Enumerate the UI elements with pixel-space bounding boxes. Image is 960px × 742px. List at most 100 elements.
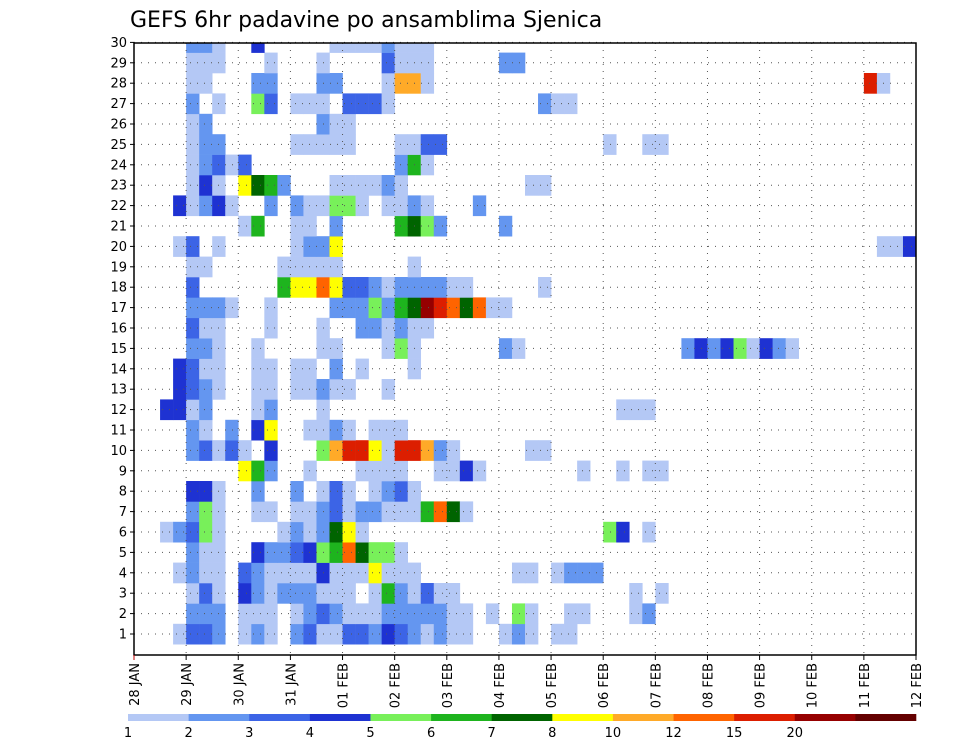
heatmap-cell	[277, 256, 291, 278]
heatmap-cell	[251, 379, 265, 400]
heatmap-cell	[525, 603, 539, 625]
heatmap-cell	[355, 93, 369, 115]
y-tick-label: 3	[119, 587, 127, 602]
heatmap-cell	[251, 481, 265, 502]
heatmap-cell	[394, 562, 408, 584]
heatmap-cell	[329, 297, 343, 319]
heatmap-cell	[446, 297, 461, 319]
heatmap-cell	[355, 175, 369, 196]
heatmap-cell	[407, 43, 422, 53]
heatmap-cell	[82, 542, 95, 563]
heatmap-cell	[212, 43, 226, 53]
heatmap-cell	[394, 297, 408, 319]
x-tick-label: 03 FEB	[441, 663, 456, 708]
heatmap-cell	[173, 521, 187, 543]
heatmap-cell	[603, 134, 617, 155]
heatmap-cell	[459, 501, 474, 523]
y-tick-label: 12	[110, 403, 127, 418]
heatmap-cell	[420, 623, 435, 645]
heatmap-cell	[225, 297, 239, 319]
heatmap-cell	[238, 460, 252, 482]
heatmap-cell	[355, 542, 369, 563]
heatmap-cell	[342, 195, 356, 217]
heatmap-cell	[459, 603, 474, 625]
heatmap-cell	[381, 440, 395, 461]
heatmap-cell	[277, 542, 291, 563]
heatmap-cell	[511, 338, 526, 359]
heatmap-cell	[251, 583, 265, 604]
heatmap-cell	[199, 43, 213, 53]
heatmap-cell	[264, 73, 278, 94]
heatmap-cell	[342, 542, 356, 563]
heatmap-cell	[381, 460, 395, 482]
heatmap-cell	[329, 236, 343, 257]
heatmap-cell	[707, 338, 721, 359]
heatmap-cell	[355, 562, 369, 584]
heatmap-cell	[368, 603, 382, 625]
heatmap-cell	[186, 93, 200, 115]
y-tick-label: 11	[110, 424, 127, 439]
heatmap-cell	[733, 338, 747, 359]
grid-lines	[134, 41, 916, 655]
heatmap-cell	[381, 419, 395, 441]
heatmap-cell	[173, 236, 187, 257]
heatmap-cell	[199, 338, 213, 359]
heatmap-cell	[264, 379, 278, 400]
heatmap-cell	[186, 113, 200, 135]
heatmap-cell	[538, 440, 552, 461]
heatmap-cell	[290, 358, 304, 380]
heatmap-cell	[368, 277, 382, 298]
heatmap-cell	[355, 195, 369, 217]
heatmap-cell	[329, 603, 343, 625]
heatmap-cell	[290, 93, 304, 115]
heatmap-cell	[355, 521, 369, 543]
heatmap-cell	[342, 134, 356, 155]
heatmap-cell	[173, 379, 187, 400]
heatmap-cell	[759, 338, 773, 359]
heatmap-cell	[381, 195, 395, 217]
heatmap-cell	[251, 460, 265, 482]
heatmap-cell	[199, 256, 213, 278]
heatmap-cell	[199, 603, 213, 625]
heatmap-cell	[329, 338, 343, 359]
heatmap-cell	[264, 195, 278, 217]
heatmap-cell	[433, 583, 448, 604]
heatmap-cell	[655, 460, 669, 482]
heatmap-cell	[525, 562, 539, 584]
heatmap-cell	[459, 277, 474, 298]
heatmap-cell	[342, 43, 356, 53]
colorbar-swatch	[491, 714, 553, 721]
heatmap-cell	[355, 623, 369, 645]
heatmap-cell	[329, 419, 343, 441]
heatmap-cell	[368, 583, 382, 604]
heatmap-cell	[420, 277, 435, 298]
heatmap-cell	[173, 195, 187, 217]
y-tick-label: 2	[119, 607, 127, 622]
heatmap-cell	[394, 317, 408, 339]
heatmap-cell	[186, 603, 200, 625]
heatmap-cell	[381, 603, 395, 625]
heatmap-cell	[264, 603, 278, 625]
colorbar-label: 6	[427, 726, 435, 741]
heatmap-cell	[277, 562, 291, 584]
heatmap-cell	[251, 73, 265, 94]
y-tick-label: 16	[110, 322, 127, 337]
heatmap-cell	[303, 542, 317, 563]
heatmap-cell	[420, 440, 435, 461]
heatmap-cell	[277, 175, 291, 196]
heatmap-cell	[186, 623, 200, 645]
colorbar-label: 15	[726, 726, 743, 741]
heatmap-cell	[368, 297, 382, 319]
heatmap-cell	[329, 215, 343, 237]
y-tick-label: 13	[110, 383, 127, 398]
heatmap-cell	[772, 338, 786, 359]
heatmap-cell	[329, 73, 343, 94]
heatmap-cell	[173, 623, 187, 645]
heatmap-cell	[277, 277, 291, 298]
heatmap-cell	[538, 175, 552, 196]
x-axis: 28 JAN 29 JAN 30 JAN 31 JAN 01 FEB 02 FEB 03 F…	[128, 655, 925, 708]
heatmap-cell	[433, 215, 448, 237]
heatmap-cell	[264, 399, 278, 421]
heatmap-cell	[342, 623, 356, 645]
heatmap-cell	[303, 583, 317, 604]
